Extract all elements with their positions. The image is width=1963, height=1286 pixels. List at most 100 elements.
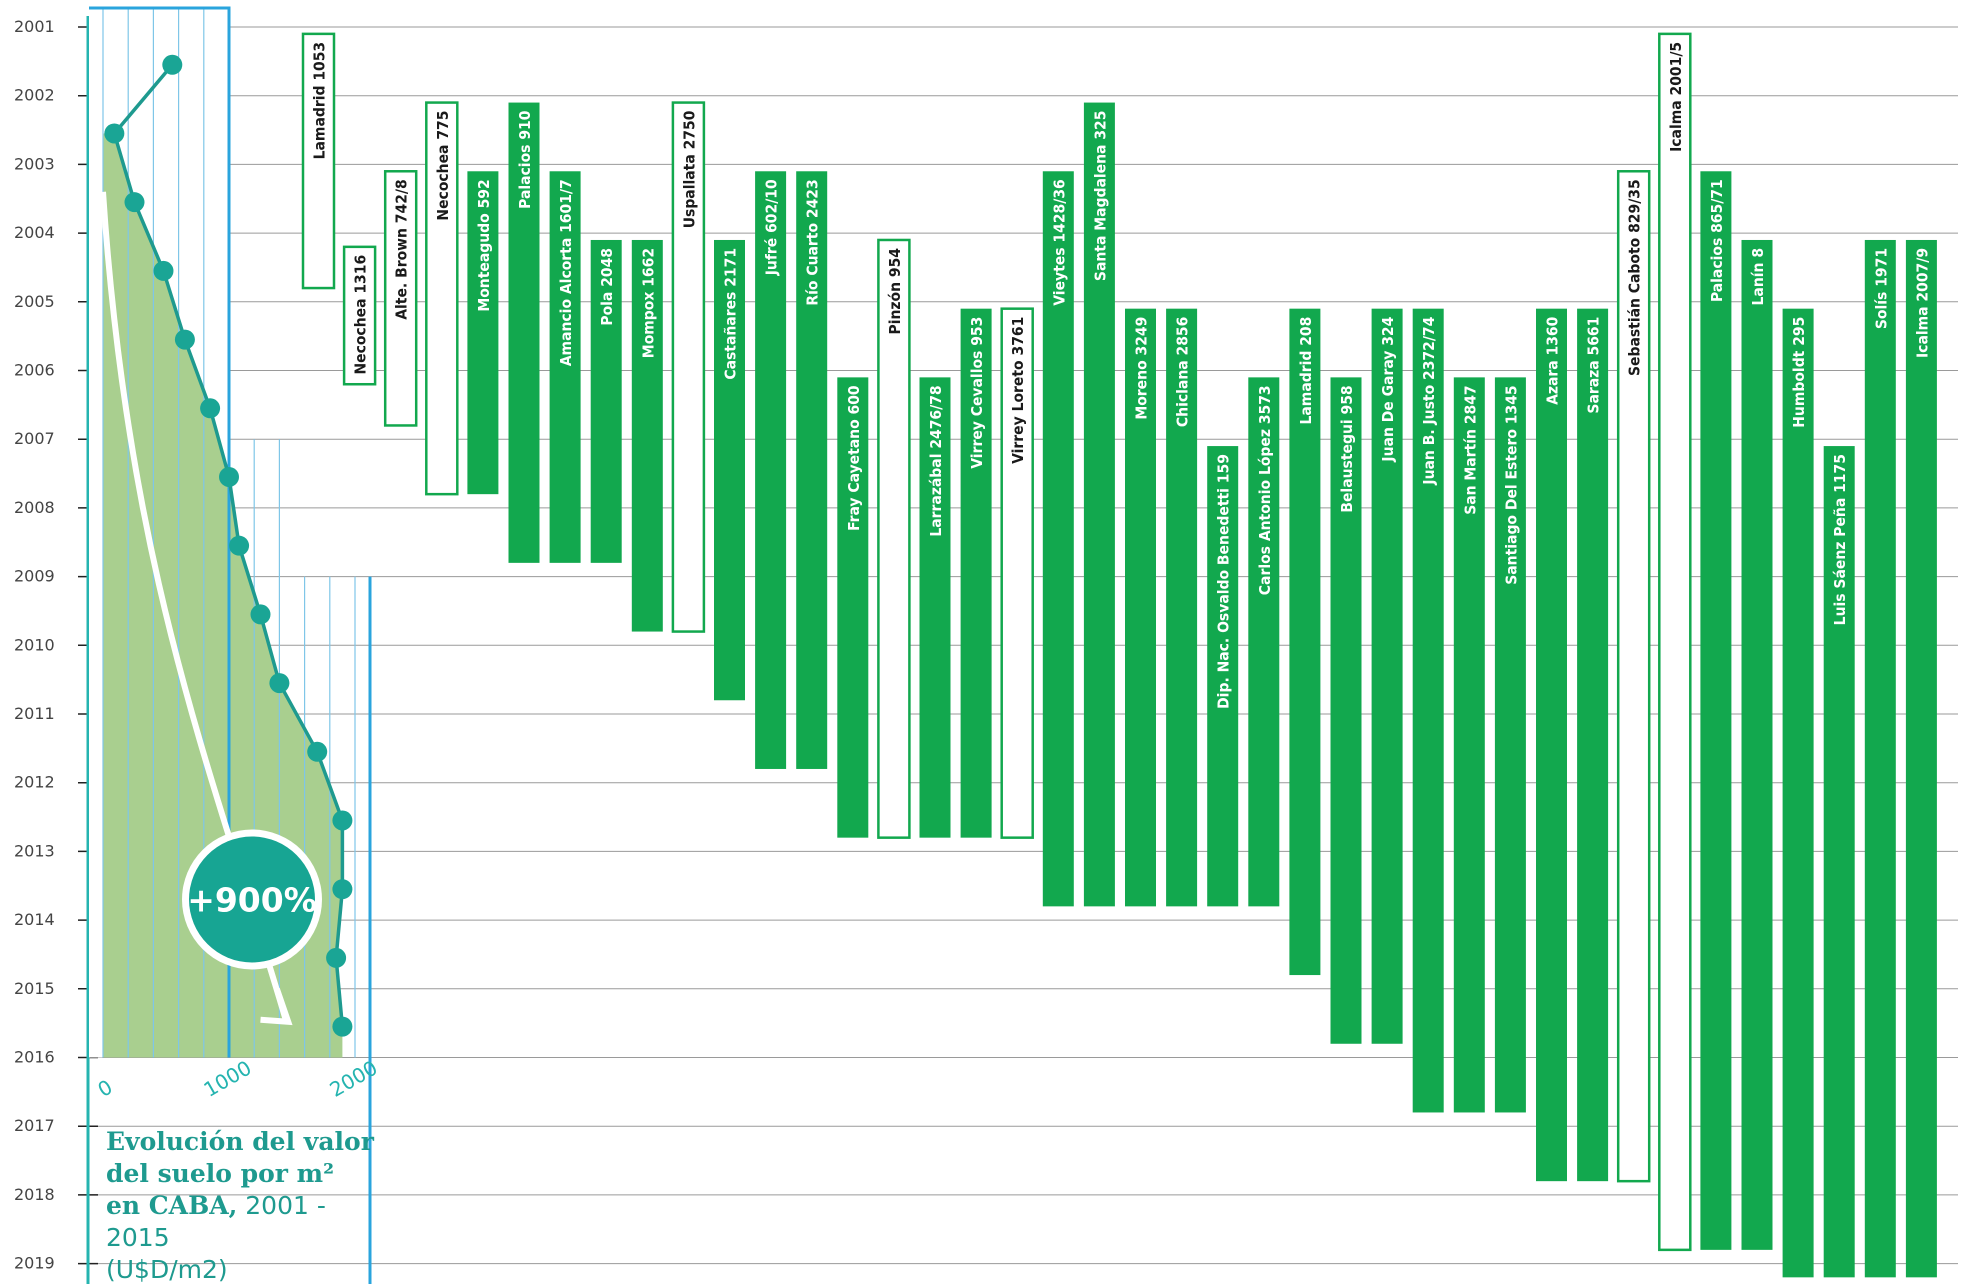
bar-27 <box>1371 308 1403 1044</box>
bar-7 <box>549 171 581 563</box>
bar-12 <box>755 171 787 769</box>
bar-label-36: Lanín 8 <box>1749 248 1767 305</box>
bar-17 <box>960 308 992 838</box>
year-label-2008: 2008 <box>14 498 55 517</box>
inset-title-years: 2001 - 2015 <box>106 1191 326 1252</box>
bar-30 <box>1494 377 1526 1113</box>
year-label-2003: 2003 <box>14 154 55 173</box>
year-label-2010: 2010 <box>14 635 55 654</box>
bar-label-11: Castañares 2171 <box>722 248 740 380</box>
bar-label-23: Dip. Nac. Osvaldo Benedetti 159 <box>1215 454 1233 709</box>
bar-39 <box>1864 239 1896 1278</box>
bar-label-35: Palacios 865/71 <box>1708 179 1726 302</box>
bar-label-9: Mompox 1662 <box>639 248 657 358</box>
year-label-2007: 2007 <box>14 429 55 448</box>
year-label-2018: 2018 <box>14 1185 55 1204</box>
year-label-2013: 2013 <box>14 841 55 860</box>
bar-label-17: Virrey Cevallos 953 <box>968 317 986 469</box>
land-value-point-2002.55 <box>104 123 125 144</box>
bar-33 <box>1616 170 1651 1183</box>
badge-label: +900% <box>187 880 317 919</box>
inset-frame-1 <box>89 6 231 1058</box>
bar-label-8: Pola 2048 <box>598 248 616 326</box>
bar-25 <box>1289 308 1321 976</box>
bar-8 <box>590 239 622 563</box>
bar-20 <box>1083 102 1115 907</box>
land-value-point-2010.55 <box>269 673 290 694</box>
year-label-2014: 2014 <box>14 910 55 929</box>
bar-label-15: Pinzón 954 <box>886 248 904 335</box>
bar-9 <box>631 239 663 632</box>
bar-label-20: Santa Magdalena 325 <box>1091 111 1109 282</box>
inset-xtick-2000: 2000 <box>326 1056 382 1102</box>
land-value-point-2005.55 <box>174 329 195 350</box>
bar-1 <box>301 32 336 290</box>
bar-22 <box>1166 308 1198 907</box>
year-label-2016: 2016 <box>14 1048 55 1067</box>
bar-19 <box>1042 171 1074 907</box>
year-axis: 2001 2002 2003 2004 2005 2006 2007 2008 2009 2010… <box>14 16 98 1284</box>
bar-label-16: Larrazábal 2476/78 <box>927 385 945 536</box>
bar-21 <box>1125 308 1156 907</box>
land-value-point-2008.55 <box>229 535 250 556</box>
year-label-2005: 2005 <box>14 292 55 311</box>
growth-arrow-head <box>260 987 293 1026</box>
bar-label-5: Monteagudo 592 <box>475 179 493 311</box>
bar-label-34: Icalma 2001/5 <box>1667 42 1685 152</box>
bar-35 <box>1700 171 1732 1250</box>
bar-10 <box>671 101 706 633</box>
bar-label-39: Solís 1971 <box>1872 248 1890 329</box>
land-value-point-2001.55 <box>162 54 183 75</box>
bar-label-33: Sebastián Caboto 829/35 <box>1626 179 1644 376</box>
bar-18 <box>1000 307 1034 839</box>
bar-4 <box>425 101 459 496</box>
bar-13 <box>796 171 828 769</box>
bar-37 <box>1782 308 1814 1278</box>
land-value-point-2011.55 <box>307 741 328 762</box>
year-label-2015: 2015 <box>14 979 55 998</box>
inset-title-line-3: en CABA, 2001 - 2015 <box>106 1190 396 1254</box>
land-value-area <box>103 133 343 1058</box>
bar-label-13: Río Cuarto 2423 <box>804 179 822 305</box>
year-label-2004: 2004 <box>14 223 55 242</box>
bar-31 <box>1536 308 1567 1182</box>
year-label-2006: 2006 <box>14 361 55 380</box>
construction-bars: Lamadrid 1053 Necochea 1316 Alte. Brown 74… <box>301 32 1937 1278</box>
inset-title-line-2: del suelo por m² <box>106 1159 335 1188</box>
bar-15 <box>877 238 911 839</box>
year-label-2012: 2012 <box>14 773 55 792</box>
inset-caption: Evolución del valor del suelo por m² en … <box>106 1126 396 1286</box>
bar-28 <box>1412 308 1444 1113</box>
bar-label-10: Uspallata 2750 <box>680 110 698 228</box>
land-value-point-2009.55 <box>250 604 271 625</box>
bar-label-14: Fray Cayetano 600 <box>845 385 863 531</box>
bar-2 <box>342 245 377 386</box>
bar-label-3: Alte. Brown 742/8 <box>393 179 411 320</box>
bar-label-38: Luis Sáenz Peña 1175 <box>1831 454 1849 625</box>
bar-label-22: Chiclana 2856 <box>1174 317 1192 427</box>
year-label-2019: 2019 <box>14 1254 55 1273</box>
bar-label-28: Juan B. Justo 2372/74 <box>1420 316 1438 485</box>
bar-label-6: Palacios 910 <box>516 110 534 209</box>
bar-label-21: Moreno 3249 <box>1133 317 1151 420</box>
land-value-point-2014.55 <box>326 947 347 968</box>
bar-32 <box>1577 308 1609 1182</box>
land-value-point-2004.55 <box>153 260 174 281</box>
land-value-point-2006.55 <box>200 398 221 419</box>
bar-34 <box>1658 32 1692 1252</box>
bar-14 <box>837 377 869 838</box>
year-label-2009: 2009 <box>14 567 55 586</box>
bar-label-29: San Martín 2847 <box>1461 385 1479 514</box>
bar-16 <box>919 377 951 838</box>
bar-23 <box>1207 446 1239 907</box>
bar-label-40: Icalma 2007/9 <box>1913 248 1931 358</box>
bar-26 <box>1330 377 1362 1044</box>
bar-label-25: Lamadrid 208 <box>1297 317 1315 425</box>
bar-6 <box>508 102 540 563</box>
land-value-point-2003.55 <box>124 192 145 213</box>
inset-title-region: en CABA, <box>106 1191 238 1220</box>
inset-units: (U$D/m2) <box>106 1255 228 1284</box>
land-value-point-2012.55 <box>332 810 353 831</box>
year-label-2002: 2002 <box>14 86 55 105</box>
